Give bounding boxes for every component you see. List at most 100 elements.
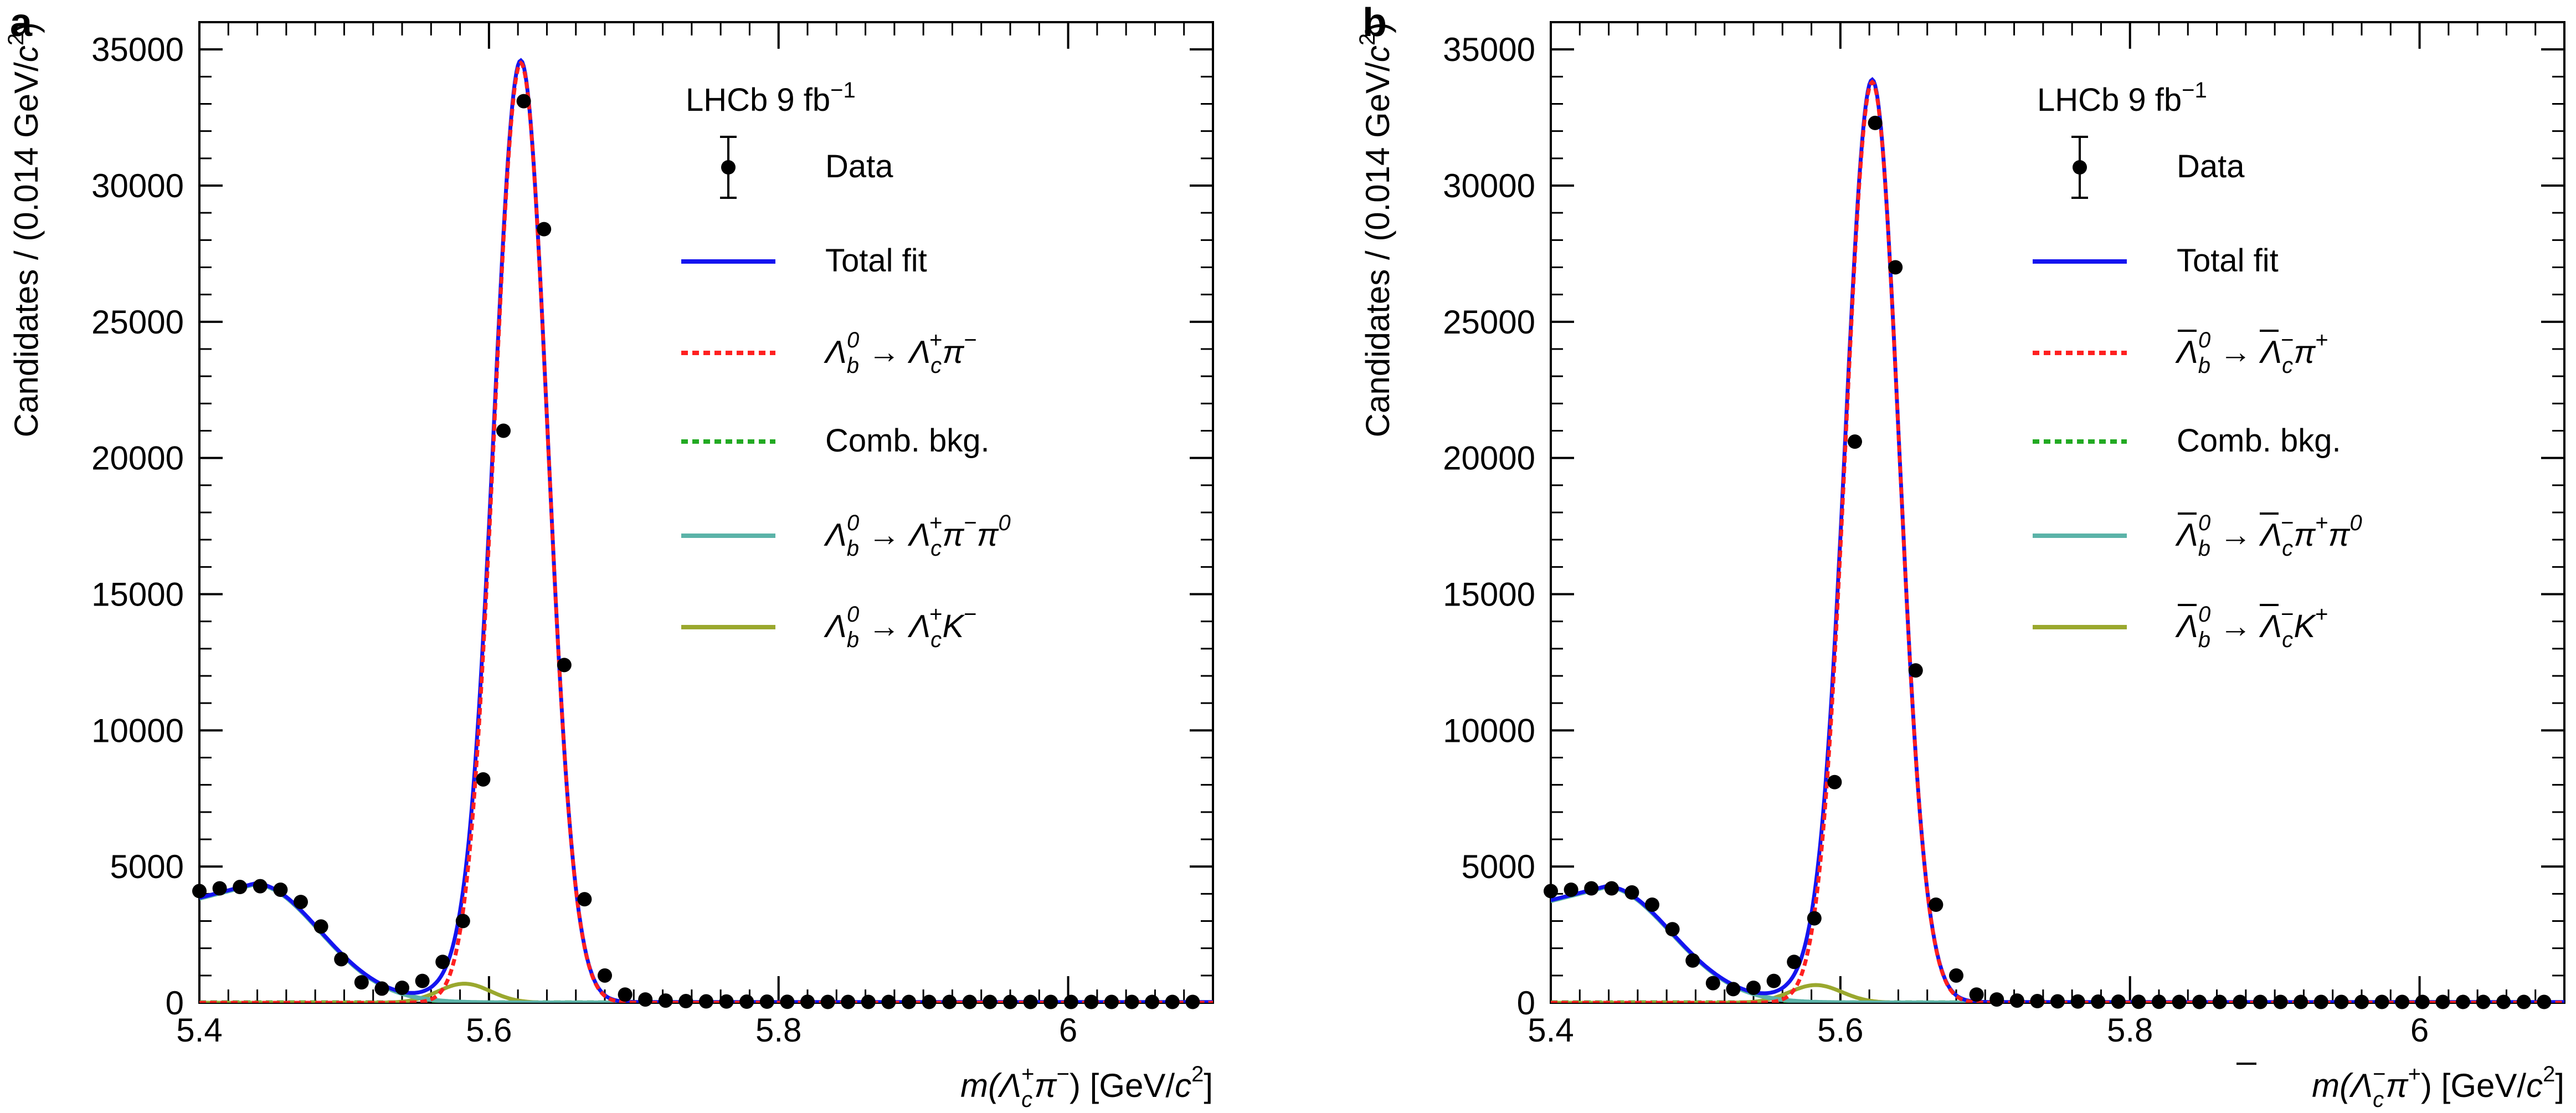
- data-point: [334, 952, 349, 967]
- data-point: [1705, 976, 1720, 991]
- data-point: [2050, 994, 2065, 1009]
- panel-b: b 0 5000 10000 15000 20000 25000 30000 35000 5.4 5…: [1355, 1, 2565, 1112]
- data-point: [1726, 982, 1741, 997]
- experiment-label: LHCb 9 fb−1: [2037, 78, 2207, 118]
- y-tick-label: 30000: [1443, 167, 1535, 204]
- data-point: [2253, 994, 2268, 1009]
- data-point: [2030, 994, 2045, 1009]
- y-tick-label: 5000: [1462, 848, 1535, 885]
- panel-letter: b: [1362, 1, 1387, 45]
- data-point: [942, 994, 957, 1009]
- data-point: [2131, 994, 2146, 1009]
- x-tick-label: 6: [1059, 1012, 1077, 1049]
- data-point: [881, 994, 896, 1009]
- data-point: [2435, 994, 2450, 1009]
- data-point: [496, 423, 511, 438]
- y-tick-label: 0: [1517, 984, 1535, 1022]
- data-point: [1063, 994, 1078, 1009]
- data-point: [1908, 663, 1923, 678]
- legend-comb-label: Comb. bkg.: [825, 423, 990, 459]
- y-tick-label: 5000: [110, 848, 184, 885]
- legend-kaon-label: Λb0 → Λc−K+: [2175, 602, 2328, 652]
- data-point: [1023, 994, 1038, 1009]
- data-point: [1888, 260, 1903, 275]
- data-point: [2192, 994, 2207, 1009]
- data-point: [2294, 994, 2308, 1009]
- data-point: [598, 968, 612, 983]
- data-point: [1645, 897, 1659, 912]
- x-tick-label: 5.4: [1528, 1012, 1574, 1049]
- data-point: [1584, 881, 1599, 896]
- data-point: [1685, 953, 1700, 968]
- y-tick-label: 10000: [91, 712, 184, 749]
- x-tick-label: 5.6: [1817, 1012, 1863, 1049]
- data-point: [983, 994, 998, 1009]
- data-point: [2354, 994, 2369, 1009]
- data-point: [1868, 115, 1883, 130]
- y-tick-label: 0: [166, 984, 184, 1022]
- data-point: [1949, 968, 1963, 983]
- data-point: [759, 994, 774, 1009]
- legend-pi0-label: Λb0 → Λc+π−π0: [824, 511, 1011, 561]
- data-point: [1165, 994, 1180, 1009]
- legend-data-marker: [2073, 160, 2087, 175]
- data-point: [516, 94, 531, 109]
- data-point: [1787, 955, 1802, 970]
- data-point: [313, 919, 328, 934]
- data-point: [1124, 994, 1139, 1009]
- data-point: [699, 994, 713, 1009]
- data-point: [618, 987, 633, 1002]
- data-point: [2070, 994, 2085, 1009]
- data-point: [1766, 973, 1781, 988]
- data-point: [2152, 994, 2166, 1009]
- data-point: [1003, 994, 1017, 1009]
- x-tick-label: 5.8: [2107, 1012, 2153, 1049]
- legend-total-label: Total fit: [2177, 243, 2279, 279]
- legend-signal-label: Λb0 → Λc−π+: [2175, 328, 2328, 378]
- data-point: [253, 879, 268, 894]
- y-tick-label: 35000: [1443, 31, 1535, 68]
- x-tick-label: 5.6: [466, 1012, 512, 1049]
- x-tick-label: 5.4: [176, 1012, 222, 1049]
- y-tick-label: 20000: [1443, 440, 1535, 477]
- data-point: [962, 994, 977, 1009]
- legend-data-label: Data: [825, 148, 893, 184]
- data-point: [395, 980, 409, 995]
- data-point: [1624, 885, 1639, 900]
- data-point: [2537, 994, 2552, 1009]
- legend-comb-label: Comb. bkg.: [2177, 423, 2341, 459]
- y-tick-label: 15000: [1443, 576, 1535, 613]
- data-point: [212, 881, 227, 896]
- data-point: [2496, 994, 2511, 1009]
- data-point: [1564, 882, 1578, 897]
- data-point: [1827, 775, 1842, 789]
- data-point: [678, 994, 693, 1009]
- y-axis-title: Candidates / (0.014 GeV/c2): [4, 22, 45, 437]
- data-point: [2395, 994, 2410, 1009]
- data-point: [577, 892, 592, 907]
- panel-letter: a: [10, 1, 33, 45]
- data-point: [455, 914, 470, 929]
- data-point: [1084, 994, 1099, 1009]
- data-point: [233, 880, 248, 895]
- data-point: [537, 222, 552, 237]
- data-point: [2273, 994, 2288, 1009]
- data-point: [1145, 994, 1160, 1009]
- data-point: [557, 658, 572, 673]
- data-point: [294, 895, 308, 910]
- y-tick-label: 15000: [91, 576, 184, 613]
- data-point: [1544, 884, 1558, 899]
- panel-a: a 0 5000 10000 15000 20000 25000 30000 35000 5.4 5…: [4, 1, 1214, 1112]
- data-point: [820, 994, 835, 1009]
- x-axis-title: m(Λc+π−) [GeV/c2]: [960, 1062, 1213, 1112]
- y-axis-title: Candidates / (0.014 GeV/c2): [1355, 22, 1396, 437]
- data-point: [2334, 994, 2349, 1009]
- data-point: [2233, 994, 2248, 1009]
- data-point: [1929, 897, 1943, 912]
- data-point: [800, 994, 815, 1009]
- data-point: [2374, 994, 2389, 1009]
- data-point: [658, 993, 673, 1008]
- legend-total-label: Total fit: [825, 243, 927, 279]
- y-tick-label: 35000: [91, 31, 184, 68]
- y-tick-label: 25000: [91, 304, 184, 341]
